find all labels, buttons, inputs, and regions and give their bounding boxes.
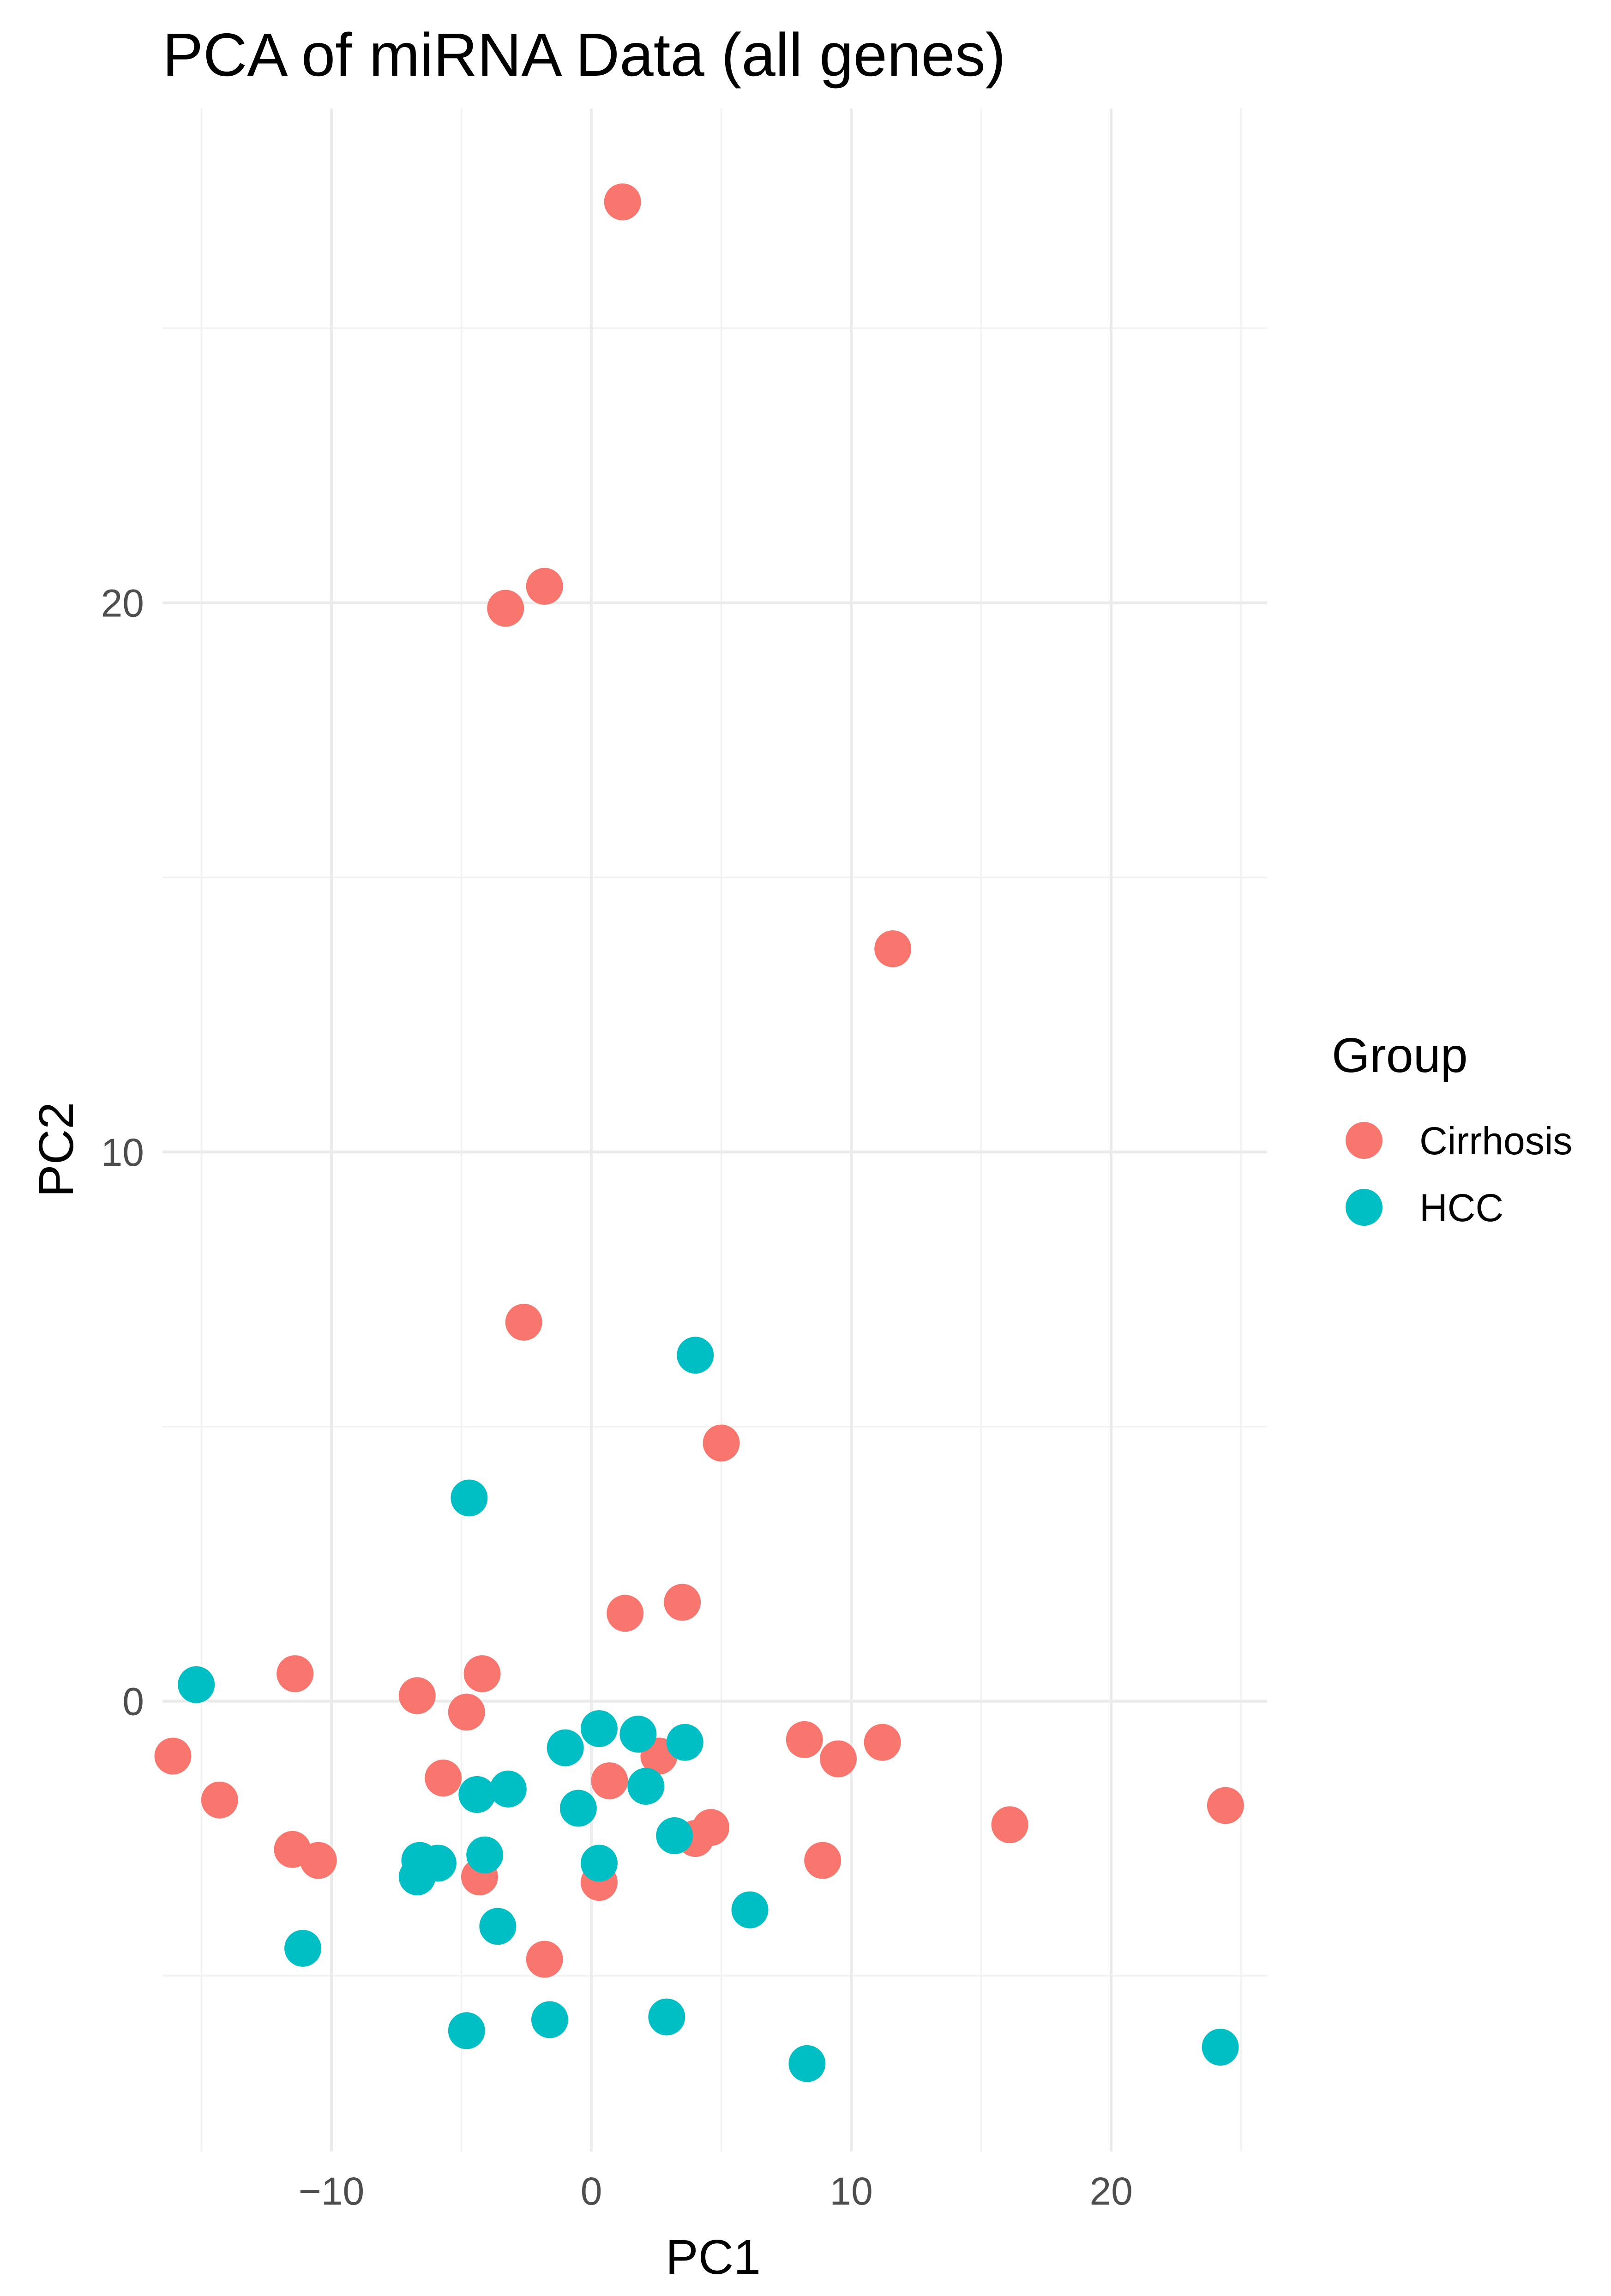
legend-key-hcc (1346, 1189, 1383, 1226)
point-hcc (580, 1844, 618, 1882)
legend-key-cirrhosis (1346, 1122, 1383, 1159)
legend: Group Cirrhosis HCC (1332, 1028, 1572, 1229)
point-hcc (531, 2001, 568, 2038)
legend-label-hcc: HCC (1419, 1186, 1503, 1229)
x-tick-label: 0 (581, 2169, 602, 2213)
point-cirrhosis (526, 1940, 563, 1978)
point-cirrhosis (300, 1842, 337, 1879)
y-tick-label: 10 (101, 1131, 144, 1174)
legend-title: Group (1332, 1028, 1468, 1083)
point-hcc (731, 1891, 769, 1928)
y-axis-title: PC2 (29, 1102, 84, 1197)
point-hcc (451, 1479, 488, 1517)
point-hcc (559, 1790, 597, 1827)
point-hcc (677, 1337, 714, 1374)
point-cirrhosis (487, 590, 524, 627)
point-cirrhosis (991, 1806, 1028, 1844)
y-tick-label: 20 (101, 582, 144, 625)
point-cirrhosis (664, 1584, 701, 1621)
point-cirrhosis (448, 1693, 485, 1731)
point-cirrhosis (425, 1760, 462, 1797)
point-cirrhosis (786, 1721, 823, 1758)
y-tick-label: 0 (122, 1680, 144, 1724)
point-hcc (656, 1817, 693, 1855)
point-cirrhosis (463, 1655, 501, 1693)
point-cirrhosis (277, 1655, 314, 1693)
point-cirrhosis (804, 1842, 842, 1879)
data-points (154, 183, 1244, 2082)
point-hcc (547, 1729, 584, 1766)
point-hcc (284, 1929, 322, 1967)
point-cirrhosis (505, 1303, 542, 1341)
point-cirrhosis (591, 1762, 628, 1800)
point-hcc (178, 1666, 215, 1703)
point-cirrhosis (864, 1724, 901, 1761)
point-hcc (458, 1776, 496, 1813)
point-cirrhosis (874, 930, 912, 967)
chart-title: PCA of miRNA Data (all genes) (162, 21, 1006, 89)
x-axis-title: PC1 (666, 2230, 761, 2284)
point-cirrhosis (607, 1595, 644, 1632)
point-hcc (619, 1715, 657, 1753)
point-cirrhosis (604, 183, 641, 221)
x-tick-label: −10 (299, 2169, 365, 2213)
x-tick-label: 20 (1089, 2169, 1132, 2213)
point-hcc (489, 1770, 527, 1808)
point-hcc (479, 1908, 517, 1945)
point-hcc (1202, 2028, 1239, 2066)
point-hcc (648, 1998, 685, 2036)
point-cirrhosis (154, 1737, 192, 1775)
point-hcc (788, 2045, 826, 2082)
point-cirrhosis (526, 567, 563, 605)
point-hcc (580, 1710, 618, 1748)
point-cirrhosis (703, 1424, 740, 1462)
point-hcc (398, 1858, 436, 1896)
axis-tick-labels: −10 0 10 20 0 10 20 (101, 582, 1133, 2213)
point-cirrhosis (819, 1740, 857, 1778)
point-hcc (466, 1836, 504, 1874)
point-cirrhosis (398, 1677, 436, 1714)
point-hcc (448, 2012, 485, 2049)
point-hcc (666, 1724, 703, 1761)
x-tick-label: 10 (830, 2169, 872, 2213)
point-cirrhosis (201, 1781, 238, 1819)
point-hcc (627, 1767, 665, 1805)
legend-label-cirrhosis: Cirrhosis (1419, 1119, 1572, 1163)
point-cirrhosis (1207, 1787, 1244, 1824)
